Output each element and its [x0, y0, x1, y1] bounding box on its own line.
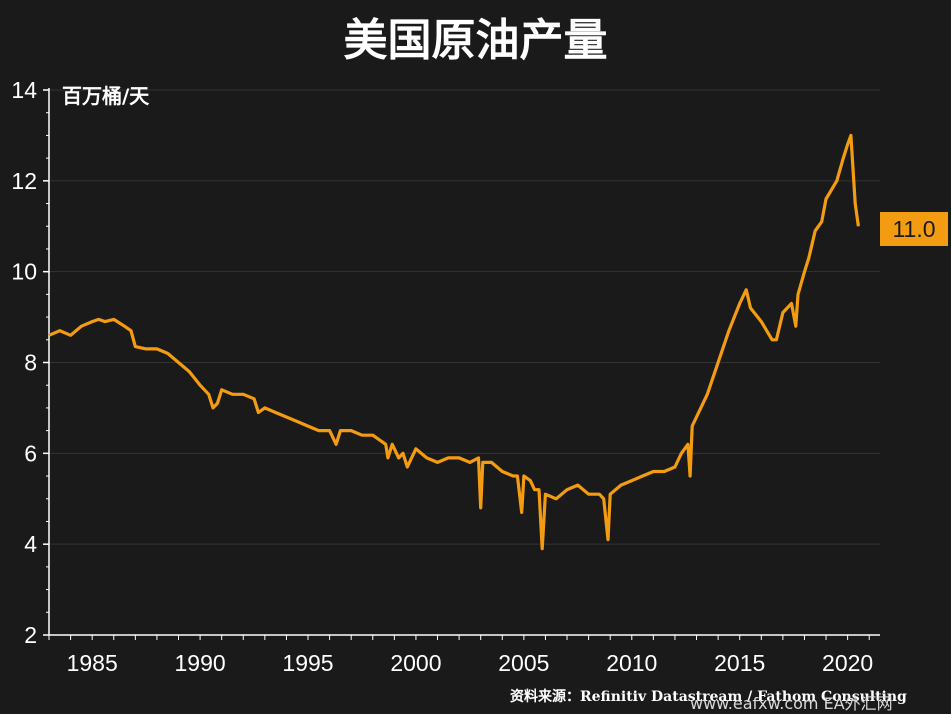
- grid-lines: [49, 89, 880, 636]
- y-tick-labels: 2 4 6 8 10 12 14: [11, 77, 37, 648]
- y-axis-unit-label: 百万桶/天: [62, 84, 150, 108]
- x-tick-label: 1995: [282, 650, 333, 676]
- source-note: 资料来源：Refinitiv Datastream / Fathom Consu…: [510, 689, 907, 705]
- x-tick-label: 2015: [714, 650, 765, 676]
- watermark: www.eafxw.com EA外汇网: [690, 694, 893, 713]
- last-value-label: 11.0: [880, 212, 948, 246]
- y-tick-label: 14: [11, 77, 37, 103]
- x-tick-labels: 1985 1990 1995 2000 2005 2010 2015 2020: [67, 650, 874, 676]
- y-tick-label: 2: [24, 622, 37, 648]
- y-tick-label: 6: [24, 440, 37, 466]
- chart-title: 美国原油产量: [343, 15, 608, 66]
- axes: [43, 88, 880, 640]
- y-tick-label: 8: [24, 350, 37, 376]
- y-tick-label: 12: [11, 168, 37, 194]
- x-tick-label: 2020: [822, 650, 873, 676]
- x-tick-label: 2000: [390, 650, 441, 676]
- series-line: [48, 133, 860, 551]
- x-tick-label: 2010: [606, 650, 657, 676]
- y-tick-label: 10: [11, 259, 37, 285]
- x-tick-label: 1990: [175, 650, 226, 676]
- x-tick-label: 1985: [67, 650, 118, 676]
- x-tick-label: 2005: [498, 650, 549, 676]
- y-tick-label: 4: [24, 531, 37, 557]
